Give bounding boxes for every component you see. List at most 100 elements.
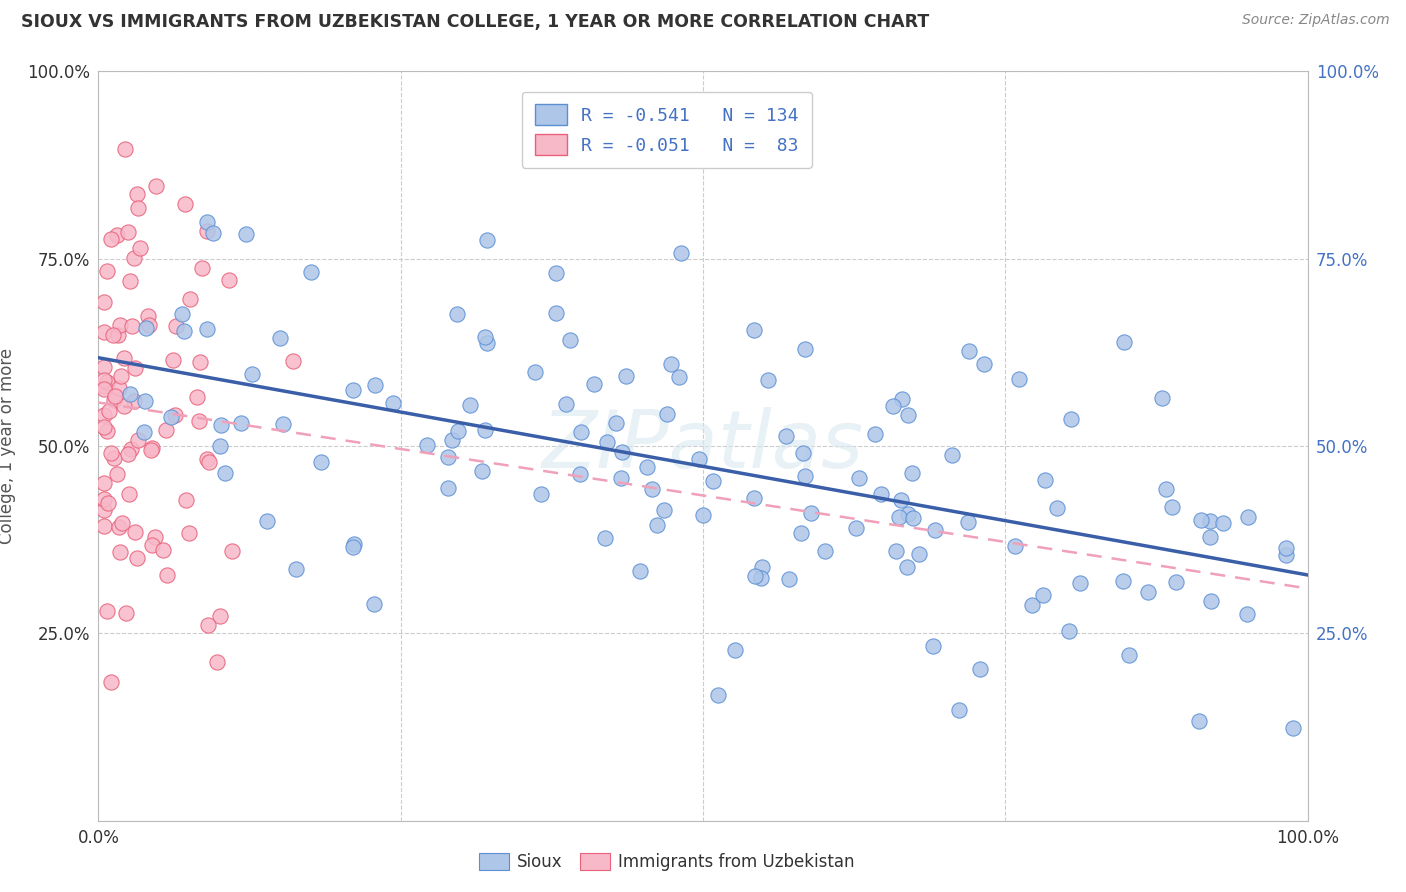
Point [778,572,800,586]
Point [1057,624,1080,638]
Point [908,547,931,561]
Point [941,448,963,462]
Point [1004,539,1026,553]
Point [845,520,868,534]
Point [641,482,664,496]
Point [555,397,578,411]
Point [114,606,136,620]
Point [93,502,115,516]
Point [162,353,184,368]
Point [221,544,243,558]
Point [173,196,195,211]
Point [124,361,146,376]
Point [441,433,464,447]
Point [1150,392,1173,406]
Point [152,543,174,558]
Point [1007,372,1029,386]
Point [973,357,995,371]
Point [471,464,494,478]
Point [1069,575,1091,590]
Point [1189,513,1212,527]
Point [605,417,627,431]
Point [160,410,183,425]
Point [269,331,291,345]
Point [256,514,278,528]
Point [1118,648,1140,662]
Point [756,373,779,387]
Point [1033,473,1056,487]
Point [530,487,553,501]
Point [446,307,468,321]
Point [141,441,163,455]
Point [134,394,156,409]
Point [105,467,128,481]
Point [98,403,121,417]
Point [628,564,651,578]
Point [96,264,118,278]
Point [229,416,252,430]
Point [474,330,496,344]
Point [108,520,131,534]
Point [1236,607,1258,621]
Point [197,618,219,632]
Point [1021,598,1043,612]
Point [1166,574,1188,589]
Point [195,452,218,467]
Point [560,333,582,347]
Point [1188,714,1211,728]
Point [135,321,157,335]
Point [96,375,118,389]
Point [235,227,257,241]
Point [179,292,201,306]
Point [794,469,817,483]
Point [814,544,837,558]
Point [108,544,131,558]
Point [100,232,122,246]
Point [655,408,678,422]
Point [93,379,115,393]
Point [342,383,364,397]
Point [792,446,814,460]
Point [901,510,924,524]
Point [524,365,547,379]
Point [100,446,122,460]
Point [195,322,218,336]
Point [1046,500,1069,515]
Point [93,518,115,533]
Point [174,493,197,508]
Point [103,451,125,466]
Point [93,360,115,375]
Point [669,246,692,260]
Point [145,179,167,194]
Point [1112,334,1135,349]
Point [475,335,498,350]
Point [122,393,145,408]
Point [688,451,710,466]
Point [884,544,907,558]
Point [749,571,772,585]
Point [1275,549,1298,563]
Point [901,466,924,480]
Point [214,466,236,480]
Point [195,215,218,229]
Point [343,537,366,551]
Point [702,474,724,488]
Point [107,327,129,342]
Point [583,377,606,392]
Point [363,597,385,611]
Point [218,273,240,287]
Point [134,425,156,440]
Point [100,674,122,689]
Point [1032,588,1054,602]
Point [127,201,149,215]
Point [848,471,870,485]
Point [93,420,115,434]
Point [209,418,232,433]
Point [186,390,208,404]
Point [742,491,765,505]
Point [281,353,304,368]
Point [1199,531,1222,545]
Point [97,495,120,509]
Point [96,604,118,618]
Point [198,455,221,469]
